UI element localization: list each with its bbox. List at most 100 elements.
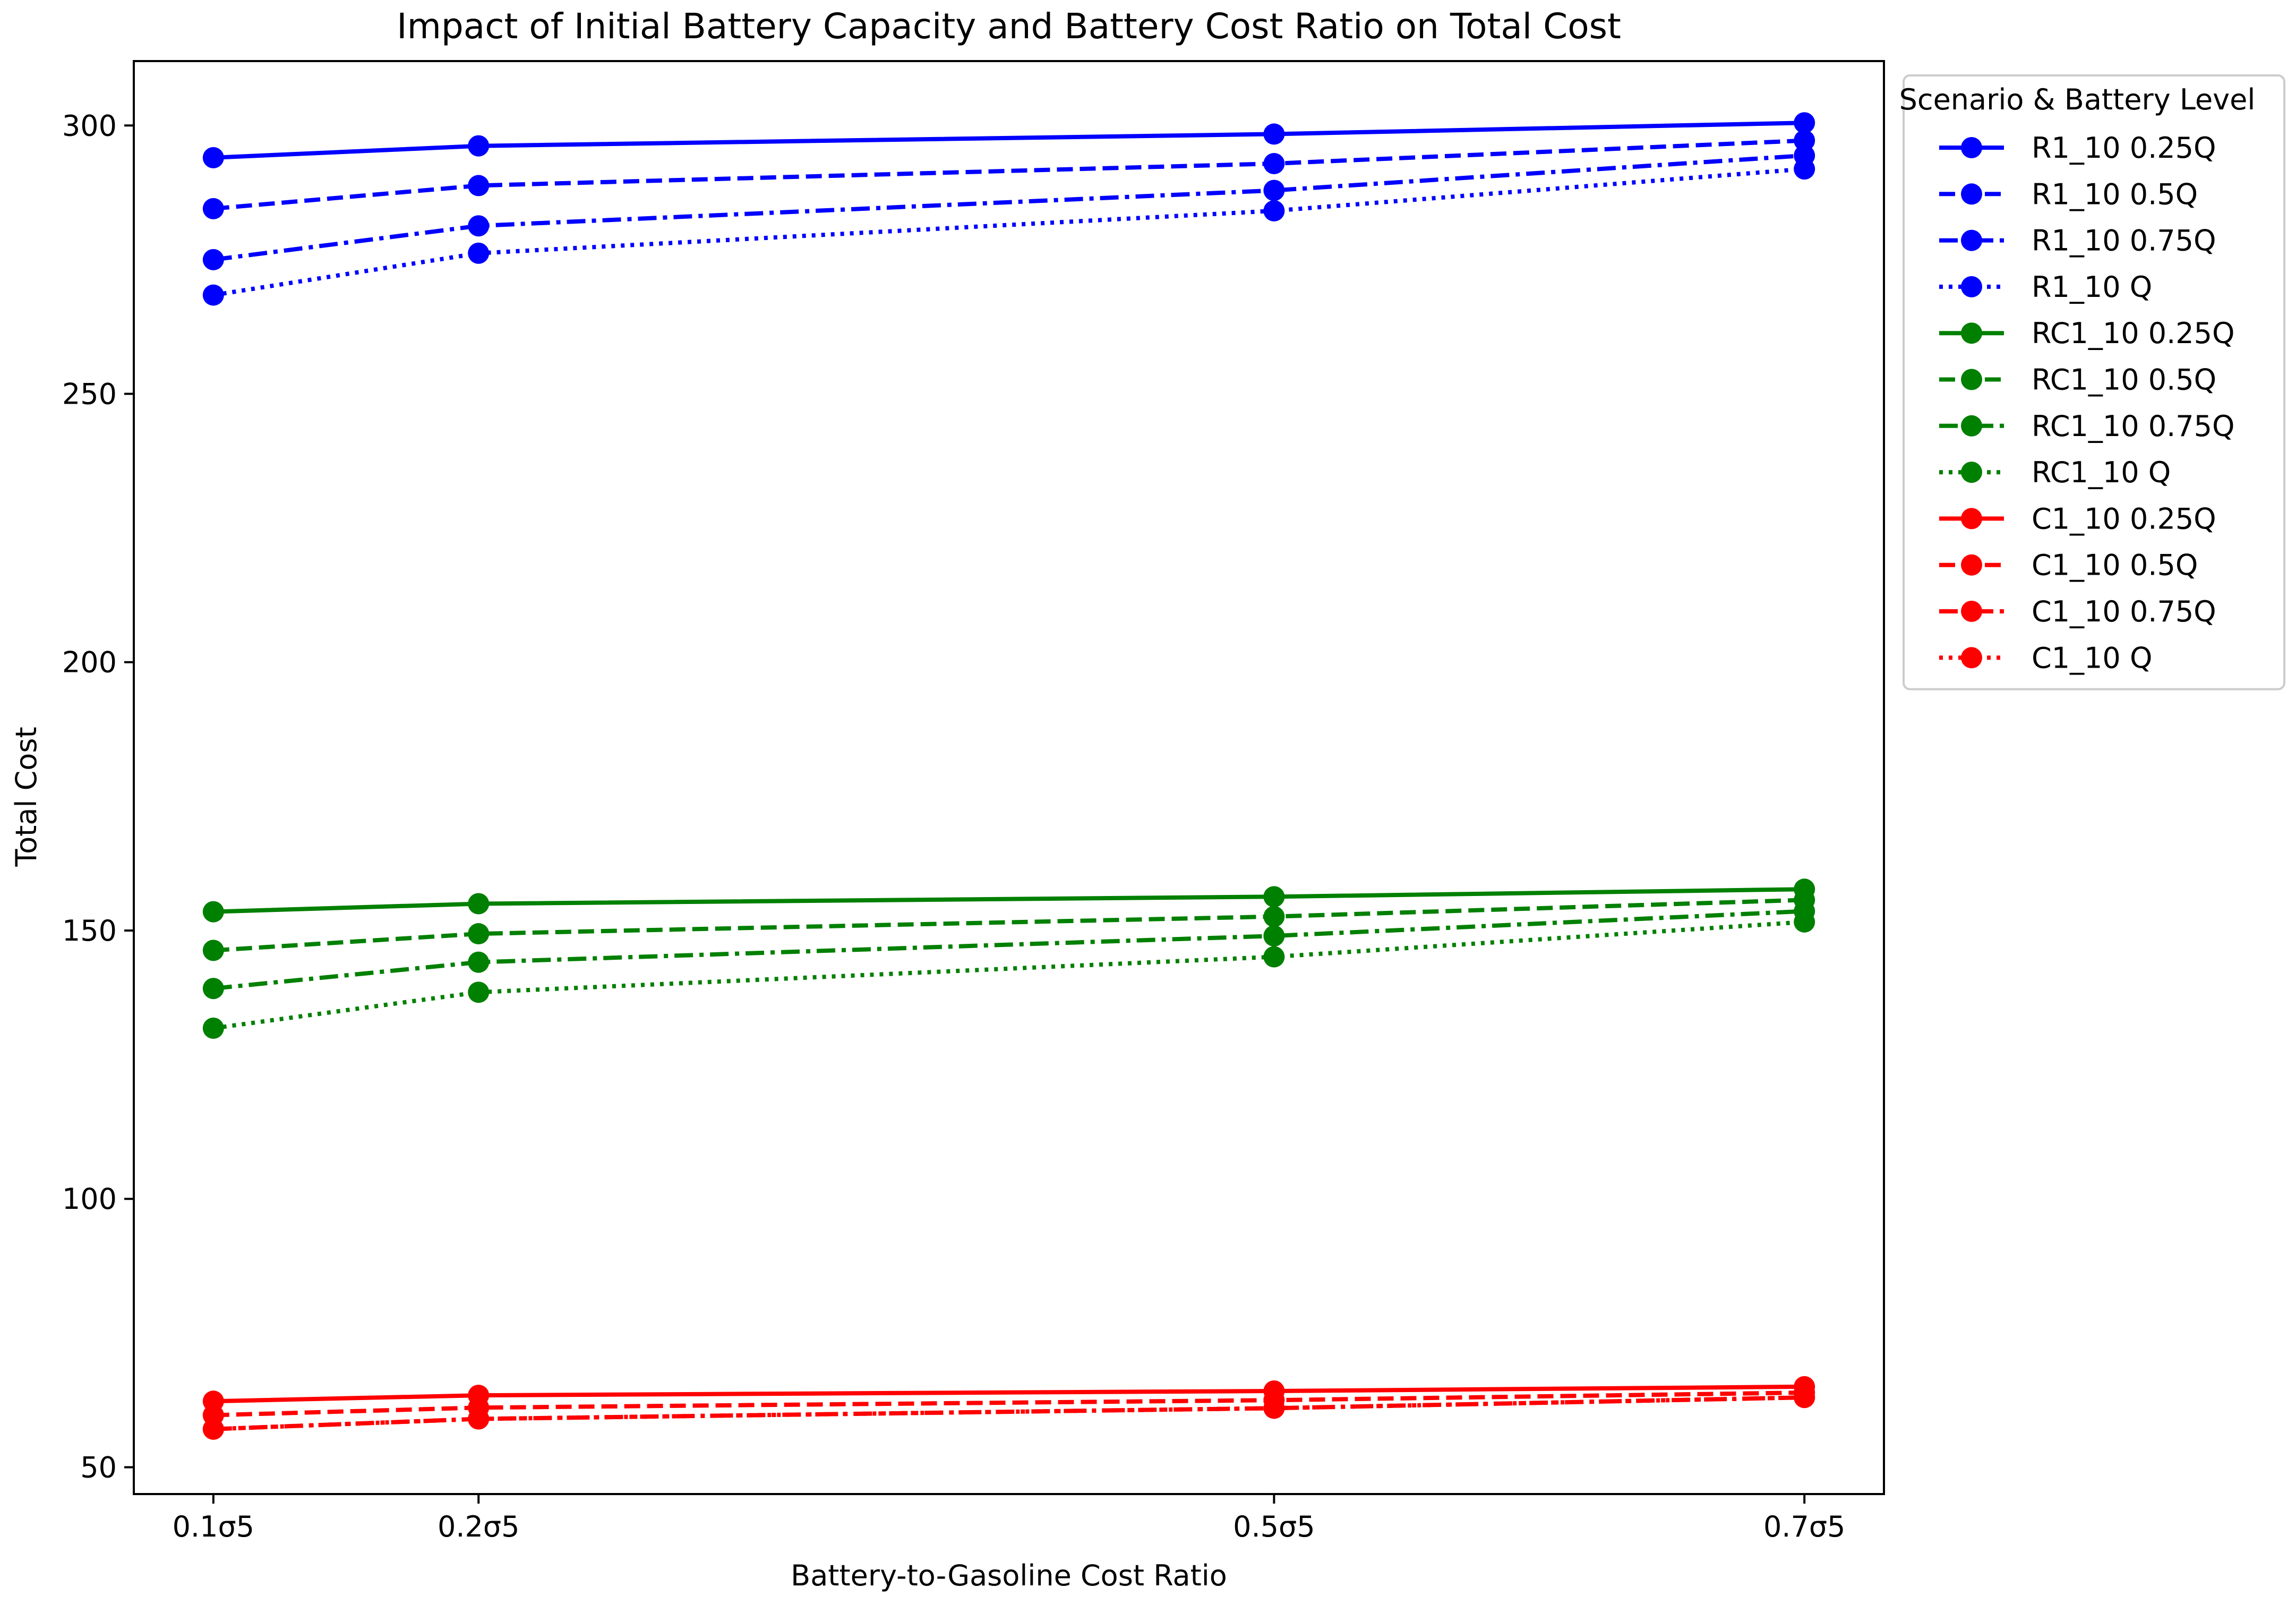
- series-5: [202, 878, 1815, 923]
- x-tick-label: 0.7σ5: [1763, 1510, 1845, 1543]
- series-line: [213, 121, 1805, 160]
- data-point: [1263, 153, 1285, 175]
- data-point: [468, 1408, 490, 1430]
- legend-label: C1_10 0.75Q: [2032, 595, 2216, 628]
- legend-label: RC1_10 0.25Q: [2032, 317, 2235, 350]
- data-point: [202, 1017, 224, 1039]
- data-point: [468, 215, 490, 237]
- y-tick-label: 250: [62, 378, 117, 411]
- legend-item: C1_10 0.25Q: [1939, 502, 2216, 535]
- legend-label: C1_10 Q: [2032, 641, 2152, 675]
- series-line: [213, 153, 1805, 262]
- chart-title: Impact of Initial Battery Capacity and B…: [397, 6, 1621, 47]
- x-tick-label: 0.2σ5: [438, 1510, 519, 1543]
- legend-item: R1_10 0.25Q: [1939, 131, 2216, 165]
- series-line: [213, 898, 1805, 953]
- legend-item: R1_10 0.5Q: [1939, 177, 2198, 211]
- y-tick-label: 100: [62, 1182, 117, 1216]
- legend-label: R1_10 0.25Q: [2032, 131, 2216, 165]
- series-line: [213, 1395, 1805, 1431]
- data-point: [468, 135, 490, 157]
- y-tick-label: 150: [62, 914, 117, 948]
- data-point: [1794, 112, 1815, 134]
- legend-label: R1_10 0.75Q: [2032, 224, 2216, 258]
- y-tick-label: 50: [80, 1451, 117, 1484]
- data-point: [202, 940, 224, 961]
- y-tick-label: 300: [62, 109, 117, 142]
- series-4: [202, 158, 1815, 306]
- data-point: [1263, 180, 1285, 201]
- legend-item: C1_10 Q: [1939, 641, 2152, 675]
- legend-marker: [1961, 369, 1982, 390]
- legend-marker: [1961, 415, 1982, 437]
- data-point: [1794, 130, 1815, 151]
- series-line: [213, 167, 1805, 297]
- legend-item: R1_10 Q: [1939, 270, 2152, 304]
- data-point: [1263, 925, 1285, 947]
- data-point: [468, 175, 490, 197]
- series-line: [213, 1395, 1805, 1431]
- legend-item: RC1_10 Q: [1939, 456, 2171, 489]
- series-line: [213, 887, 1805, 914]
- series-line: [213, 1384, 1805, 1404]
- legend-label: RC1_10 0.5Q: [2032, 363, 2216, 397]
- legend-marker: [1961, 229, 1982, 251]
- legend-item: C1_10 0.5Q: [1939, 549, 2198, 582]
- series-12: [202, 1387, 1815, 1440]
- legend-label: RC1_10 0.75Q: [2032, 409, 2235, 443]
- data-point: [1263, 1397, 1285, 1419]
- legend-item: RC1_10 0.75Q: [1939, 409, 2235, 443]
- data-point: [202, 198, 224, 219]
- data-point: [468, 982, 490, 1003]
- x-axis-title: Battery-to-Gasoline Cost Ratio: [791, 1559, 1227, 1592]
- legend-marker: [1961, 322, 1982, 344]
- series-2: [202, 130, 1815, 219]
- legend-marker: [1961, 647, 1982, 669]
- series-line: [213, 919, 1805, 1030]
- legend-item: RC1_10 0.25Q: [1939, 317, 2235, 350]
- legend-marker: [1961, 554, 1982, 576]
- x-tick-label: 0.1σ5: [173, 1510, 254, 1543]
- data-point: [1263, 123, 1285, 145]
- series-7: [202, 900, 1815, 1000]
- data-point: [468, 893, 490, 915]
- data-point: [468, 951, 490, 973]
- legend-label: R1_10 0.5Q: [2032, 177, 2198, 211]
- series-line: [213, 1390, 1805, 1418]
- legend-title: Scenario & Battery Level: [1899, 83, 2256, 116]
- data-point: [202, 1418, 224, 1440]
- legend-item: C1_10 0.75Q: [1939, 595, 2216, 628]
- data-point: [1794, 911, 1815, 933]
- plot-frame: [133, 60, 1885, 1495]
- legend-marker: [1961, 183, 1982, 205]
- series-1: [202, 112, 1815, 168]
- legend-label: C1_10 0.5Q: [2032, 549, 2198, 582]
- data-point: [1263, 200, 1285, 221]
- legend-item: RC1_10 0.5Q: [1939, 363, 2216, 397]
- series-line: [213, 138, 1805, 211]
- data-point: [202, 978, 224, 1000]
- data-point: [1794, 1387, 1815, 1409]
- legend-marker: [1961, 601, 1982, 622]
- data-point: [468, 242, 490, 264]
- series-3: [202, 144, 1815, 270]
- data-point: [468, 923, 490, 945]
- legend-marker: [1961, 462, 1982, 483]
- legend-marker: [1961, 137, 1982, 158]
- data-point: [1263, 906, 1285, 927]
- plot-area: 50 100 150 200 250 300 0.1σ5 0.2σ5 0.5σ5 0.7σ5: [62, 60, 1885, 1543]
- legend-box: [1903, 74, 2285, 690]
- legend: Scenario & Battery Level R1_10 0.25Q R1_1…: [1899, 74, 2285, 690]
- data-point: [1794, 158, 1815, 180]
- legend-marker: [1961, 508, 1982, 530]
- y-axis-title: Total Cost: [10, 727, 43, 867]
- data-point: [202, 249, 224, 270]
- data-point: [1263, 886, 1285, 908]
- data-point: [202, 147, 224, 168]
- data-point: [202, 284, 224, 306]
- x-tick-label: 0.5σ5: [1233, 1510, 1315, 1543]
- legend-label: C1_10 0.25Q: [2032, 502, 2216, 535]
- legend-marker: [1961, 276, 1982, 297]
